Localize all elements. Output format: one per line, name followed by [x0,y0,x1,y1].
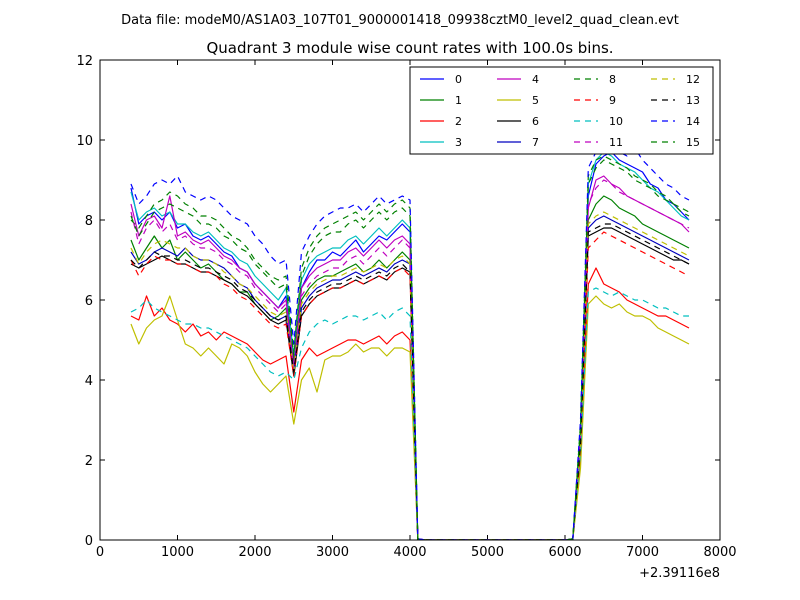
legend-label-2: 2 [455,115,462,128]
x-tick-label: 0 [96,545,104,560]
y-tick-label: 4 [85,374,93,389]
series-line-9 [130,231,690,540]
y-tick-label: 6 [85,294,93,309]
data-file-suptitle: Data file: modeM0/AS1A03_107T01_90000014… [121,13,679,28]
series-line-10 [130,287,689,540]
legend-label-1: 1 [455,94,462,107]
legend-label-3: 3 [455,136,462,149]
legend-label-12: 12 [686,73,700,86]
plot-frame [99,59,721,541]
x-offset-label: +2.39116e8 [639,566,720,581]
series-line-13 [130,223,690,540]
legend-label-6: 6 [532,115,539,128]
legend-label-0: 0 [455,73,462,86]
y-tick-label: 10 [76,134,93,149]
series-line-11 [130,179,690,540]
x-tick-label: 5000 [471,545,504,560]
legend-label-8: 8 [609,73,616,86]
legend-label-10: 10 [609,115,623,128]
legend-label-15: 15 [686,136,700,149]
y-tick-label: 2 [85,454,93,469]
x-tick-label: 6000 [548,545,581,560]
legend-label-11: 11 [609,136,623,149]
legend-label-7: 7 [532,136,539,149]
chart-title: Quadrant 3 module wise count rates with … [206,39,613,57]
x-tick-label: 3000 [316,545,349,560]
series-line-12 [130,211,690,540]
legend-box [409,66,714,155]
x-tick-label: 1000 [161,545,194,560]
series-line-4 [130,175,690,540]
legend-label-9: 9 [609,94,616,107]
series-line-15 [130,159,690,540]
y-tick-label: 0 [85,534,93,549]
x-tick-label: 2000 [238,545,271,560]
legend-label-13: 13 [686,94,700,107]
tick-labels: 0 1000 2000 3000 4000 5000 6000 7000 80000246810… [76,54,736,560]
x-tick-label: 4000 [393,545,426,560]
x-tick-label: 7000 [626,545,659,560]
series-line-8 [130,155,690,540]
y-tick-label: 12 [76,54,93,69]
legend-label-4: 4 [532,73,539,86]
series-line-2 [130,267,690,540]
series-line-5 [130,295,690,540]
legend-label-5: 5 [532,94,539,107]
legend-label-14: 14 [686,115,700,128]
x-tick-label: 8000 [703,545,736,560]
series-layer [130,147,690,540]
y-tick-label: 8 [85,214,93,229]
